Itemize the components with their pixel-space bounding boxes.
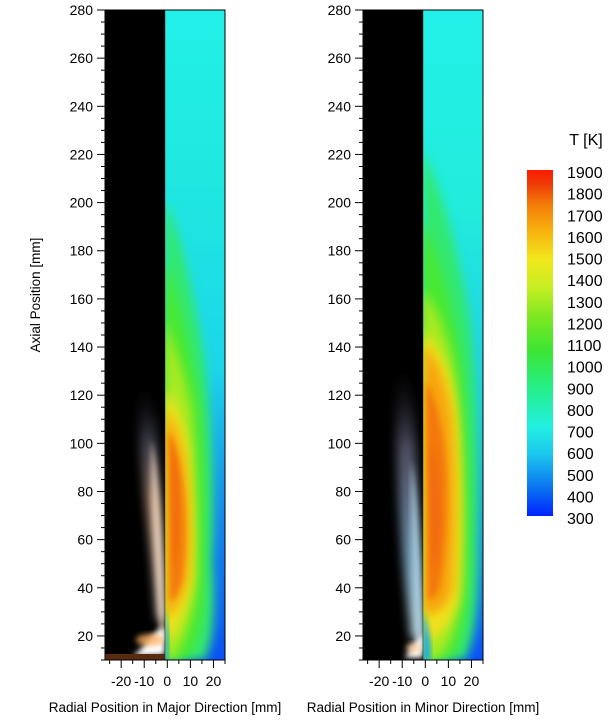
x-tick-label: -20 <box>111 673 131 689</box>
y-tick-label: 220 <box>70 146 94 162</box>
y-tick-label: 60 <box>77 532 93 548</box>
x-tick-label: 0 <box>163 673 171 689</box>
minor-flame-photo <box>395 365 423 658</box>
colorbar-gradient <box>527 170 553 516</box>
y-tick-label: 240 <box>70 98 94 114</box>
minor-axes: 20406080100120140160180200220240260280-2… <box>328 2 484 689</box>
x-tick-label: 10 <box>441 673 457 689</box>
major-flame-photo <box>105 382 165 660</box>
y-tick-label: 200 <box>328 195 352 211</box>
y-tick-label: 280 <box>70 2 94 18</box>
y-tick-label: 180 <box>70 243 94 259</box>
colorbar-label: 400 <box>567 489 594 506</box>
colorbar-labels: 1900 1800 1700 1600 1500 1400 1300 1200 1100 1000… <box>567 165 603 528</box>
colorbar-label: 500 <box>567 468 594 485</box>
y-tick-label: 60 <box>335 532 351 548</box>
x-tick-label: 0 <box>421 673 429 689</box>
y-tick-label: 160 <box>70 291 94 307</box>
x-tick-label: -10 <box>392 673 412 689</box>
y-tick-label: 20 <box>77 628 93 644</box>
y-tick-label: 140 <box>70 339 94 355</box>
y-tick-label: 140 <box>328 339 352 355</box>
x-tick-label: -10 <box>134 673 154 689</box>
y-tick-label: 200 <box>70 195 94 211</box>
minor-x-axis-label: Radial Position in Minor Direction [mm] <box>307 700 540 715</box>
colorbar-label: 1700 <box>567 208 603 225</box>
y-axis-label: Axial Position [mm] <box>28 238 43 353</box>
y-tick-label: 260 <box>328 50 352 66</box>
colorbar-label: 600 <box>567 446 594 463</box>
y-tick-label: 100 <box>70 435 94 451</box>
colorbar-label: 1100 <box>567 338 602 355</box>
y-tick-label: 160 <box>328 291 352 307</box>
y-tick-label: 120 <box>70 387 94 403</box>
y-tick-label: 20 <box>335 628 351 644</box>
y-tick-label: 260 <box>70 50 94 66</box>
y-tick-label: 80 <box>77 483 93 499</box>
y-tick-label: 180 <box>328 243 352 259</box>
colorbar-label: 1900 <box>567 165 603 182</box>
y-tick-label: 220 <box>328 146 352 162</box>
x-tick-label: 10 <box>183 673 199 689</box>
major-temperature-field <box>165 10 225 660</box>
y-tick-label: 40 <box>335 580 351 596</box>
x-tick-label: -20 <box>369 673 389 689</box>
panel-major: 20406080100120140160180200220240260280-2… <box>28 2 281 715</box>
y-tick-label: 280 <box>328 2 352 18</box>
colorbar-label: 1500 <box>567 252 603 269</box>
x-tick-label: 20 <box>464 673 480 689</box>
colorbar-label: 1600 <box>567 230 603 247</box>
colorbar-label: 1400 <box>567 273 603 290</box>
colorbar-label: 900 <box>567 381 594 398</box>
colorbar-label: 1300 <box>567 295 603 312</box>
y-tick-label: 40 <box>77 580 93 596</box>
colorbar-label: 1800 <box>567 187 603 204</box>
y-tick-label: 80 <box>335 483 351 499</box>
colorbar-label: 300 <box>567 511 594 528</box>
colorbar-label: 1000 <box>567 360 603 377</box>
x-tick-label: 20 <box>206 673 222 689</box>
colorbar-title: T [K] <box>569 132 603 149</box>
colorbar-label: 800 <box>567 403 594 420</box>
panel-minor: 20406080100120140160180200220240260280-2… <box>307 2 540 715</box>
colorbar-label: 700 <box>567 425 594 442</box>
y-tick-label: 240 <box>328 98 352 114</box>
y-tick-label: 100 <box>328 435 352 451</box>
colorbar: T [K] 1900 1800 1700 1600 1500 1400 1300 1200 11… <box>527 132 603 528</box>
colorbar-label: 1200 <box>567 316 603 333</box>
minor-temperature-field <box>423 10 483 660</box>
major-x-axis-label: Radial Position in Major Direction [mm] <box>49 700 282 715</box>
major-axes: 20406080100120140160180200220240260280-2… <box>70 2 226 689</box>
y-tick-label: 120 <box>328 387 352 403</box>
